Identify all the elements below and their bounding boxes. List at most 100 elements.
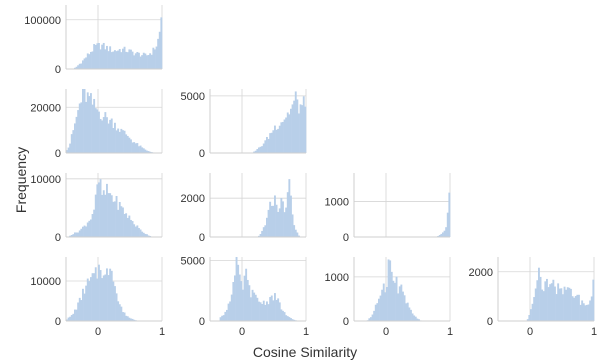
y-tick-label: 2000 <box>181 193 205 205</box>
histogram-bar <box>234 275 236 321</box>
histogram-bar <box>282 201 284 237</box>
histogram-bar <box>270 295 273 321</box>
histogram-bar <box>272 130 275 153</box>
histogram-bar <box>78 103 81 153</box>
histogram-bar <box>130 318 132 321</box>
histogram-bar <box>392 280 395 321</box>
histogram-bar <box>232 282 235 321</box>
histogram-bar <box>142 232 145 237</box>
histogram-bar <box>558 288 561 321</box>
histogram-bar <box>573 297 576 321</box>
histogram-bar <box>539 276 542 321</box>
histogram-bar <box>291 214 294 237</box>
histogram-bar <box>283 212 286 237</box>
histogram-bar <box>152 47 155 69</box>
histogram-bar <box>126 52 129 69</box>
histogram-bar <box>138 52 140 69</box>
histogram-bar <box>414 316 417 321</box>
histogram-bar <box>373 310 376 321</box>
histogram-bar <box>550 283 553 321</box>
histogram-bar <box>149 53 152 69</box>
histogram-bar <box>278 302 281 321</box>
histogram-bar <box>74 67 76 69</box>
histogram-bar <box>371 314 374 321</box>
histogram-bar <box>546 278 548 321</box>
histogram-bar <box>122 207 124 237</box>
histogram-bar <box>120 52 123 69</box>
histogram-bar <box>75 116 78 153</box>
x-tick-label: 0 <box>95 326 101 338</box>
histogram-bar <box>88 281 91 321</box>
histogram-bar <box>133 224 136 237</box>
histogram-bar <box>146 234 148 237</box>
histogram-bar <box>563 286 566 321</box>
histogram-bar <box>267 304 270 321</box>
histogram-bar <box>576 294 579 321</box>
x-tick-label: 1 <box>447 326 453 338</box>
histogram-bar <box>70 315 73 321</box>
histogram-bar <box>560 288 563 321</box>
histogram-bar <box>106 117 108 153</box>
histogram-bar <box>66 150 68 153</box>
histogram-bar <box>571 296 574 321</box>
histogram-bar <box>144 53 147 69</box>
histogram-bar <box>296 99 299 153</box>
histogram-bar <box>75 66 78 69</box>
histogram-bar <box>376 303 379 321</box>
histogram-bar <box>133 142 136 153</box>
histogram-bar <box>128 137 131 153</box>
histogram-bar <box>286 316 289 321</box>
histogram-bar <box>85 101 88 153</box>
histogram-bar <box>107 193 110 237</box>
histogram-bar <box>114 122 116 153</box>
histogram-bar <box>82 288 84 321</box>
histogram-bar <box>291 319 294 321</box>
histogram-bar <box>85 226 88 237</box>
x-tick-label: 1 <box>591 326 597 338</box>
histogram-bar <box>112 201 115 237</box>
histogram-bar <box>397 293 400 321</box>
histogram-bar <box>443 230 446 237</box>
histogram-bar <box>531 303 534 321</box>
histogram-bar <box>114 201 116 237</box>
histogram-bar <box>286 192 289 237</box>
histogram-bar <box>123 130 126 153</box>
histogram-bar <box>149 235 152 237</box>
histogram-bar <box>274 293 276 321</box>
histogram-bar <box>261 303 264 321</box>
histogram-bar <box>131 142 134 153</box>
histogram-bar <box>238 274 241 321</box>
histogram-bar <box>246 279 249 321</box>
histogram-bar <box>139 229 142 237</box>
histogram-bar <box>581 300 584 321</box>
histogram-bar <box>83 225 86 237</box>
histogram-panel-r2c0: 0 10000 <box>30 173 163 244</box>
histogram-bar <box>224 311 227 321</box>
histogram-bar <box>96 109 99 153</box>
histogram-bar <box>445 227 448 237</box>
histogram-bar <box>86 53 89 69</box>
y-axis-label: Frequency <box>13 147 29 213</box>
histogram-bar <box>578 294 580 321</box>
histogram-bar <box>107 275 110 321</box>
x-tick-label: 0 <box>527 326 533 338</box>
histogram-bar <box>226 309 228 321</box>
histogram-bar <box>381 289 384 321</box>
histogram-bar <box>130 219 132 237</box>
histogram-bar <box>237 264 240 321</box>
histogram-bar <box>67 317 70 321</box>
histogram-bar <box>398 286 401 321</box>
histogram-bar <box>242 289 244 321</box>
histogram-bar <box>106 268 108 321</box>
histogram-bar <box>133 319 136 321</box>
histogram-bar <box>387 259 390 321</box>
histogram-bar <box>93 273 96 321</box>
histogram-bar <box>123 46 126 69</box>
histogram-bar <box>530 309 532 321</box>
histogram-bar <box>82 60 84 69</box>
histogram-bar <box>290 108 292 153</box>
histogram-bar <box>83 293 86 321</box>
histogram-bar <box>66 319 68 321</box>
histogram-bar <box>568 287 571 321</box>
